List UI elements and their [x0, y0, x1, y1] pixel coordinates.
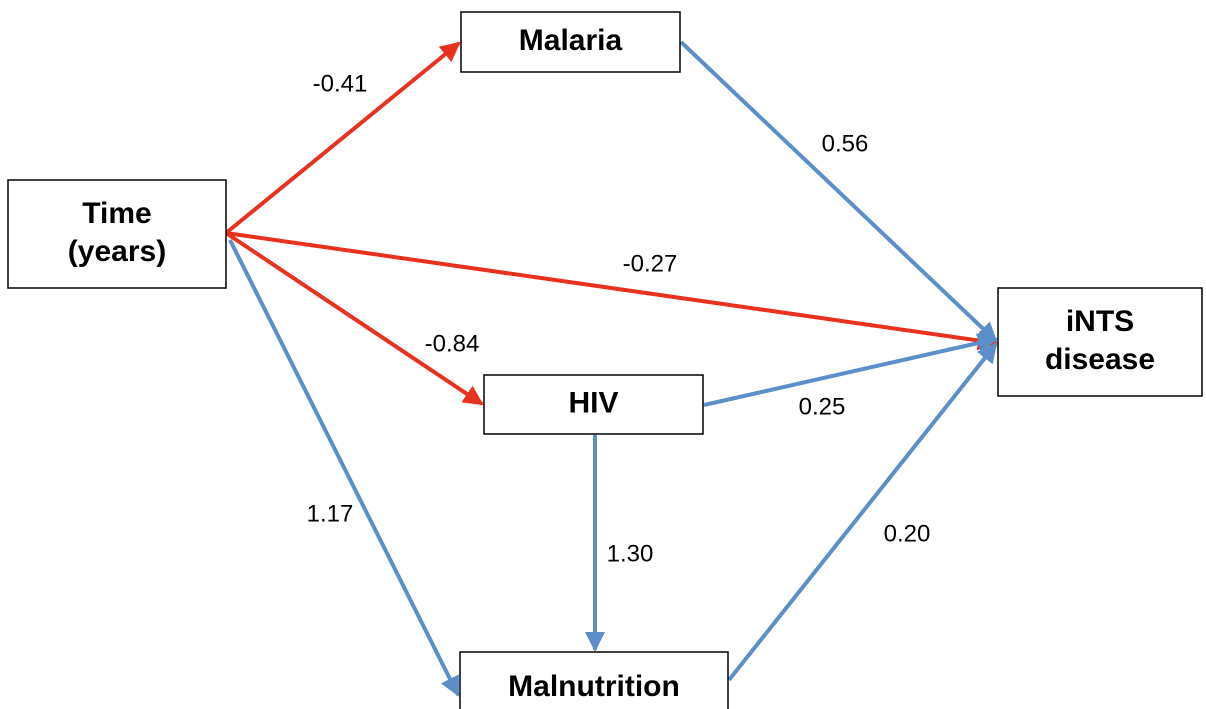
node-box — [7, 179, 227, 289]
node-box — [460, 11, 681, 73]
edge-label: 1.30 — [607, 540, 654, 567]
edge-arrow — [224, 231, 484, 406]
edge-arrow — [224, 41, 461, 235]
edge-arrow — [225, 231, 998, 351]
node-label: iNTS — [1066, 305, 1134, 338]
node-box — [459, 651, 729, 709]
edge-label: -0.41 — [313, 70, 368, 97]
edge-label: 0.20 — [884, 520, 931, 547]
edges: -0.41 -0.27 -0.84 1.17 0.56 0.25 1.30 0.20 — [224, 40, 998, 697]
node-label: HIV — [568, 386, 618, 419]
edge-arrow — [679, 40, 998, 343]
node-label: (years) — [68, 235, 166, 268]
edge-arrow — [228, 239, 460, 697]
node-label: Malaria — [519, 24, 623, 57]
nodes: Malaria Time (years) iNTS disease HIV Malnutri… — [7, 11, 1203, 709]
node-box — [483, 374, 704, 435]
edge-label: -0.84 — [425, 330, 480, 357]
node-label: Malnutrition — [508, 670, 680, 703]
edge-arrow — [727, 342, 998, 682]
node-label: disease — [1045, 343, 1155, 376]
edge-label: 0.25 — [799, 393, 846, 420]
edge-label: -0.27 — [623, 250, 678, 277]
edge-label: 0.56 — [822, 130, 869, 157]
edge-arrow — [703, 333, 998, 407]
node-box — [997, 287, 1203, 397]
node-label: Time — [82, 197, 151, 230]
edge-label: 1.17 — [307, 500, 354, 527]
